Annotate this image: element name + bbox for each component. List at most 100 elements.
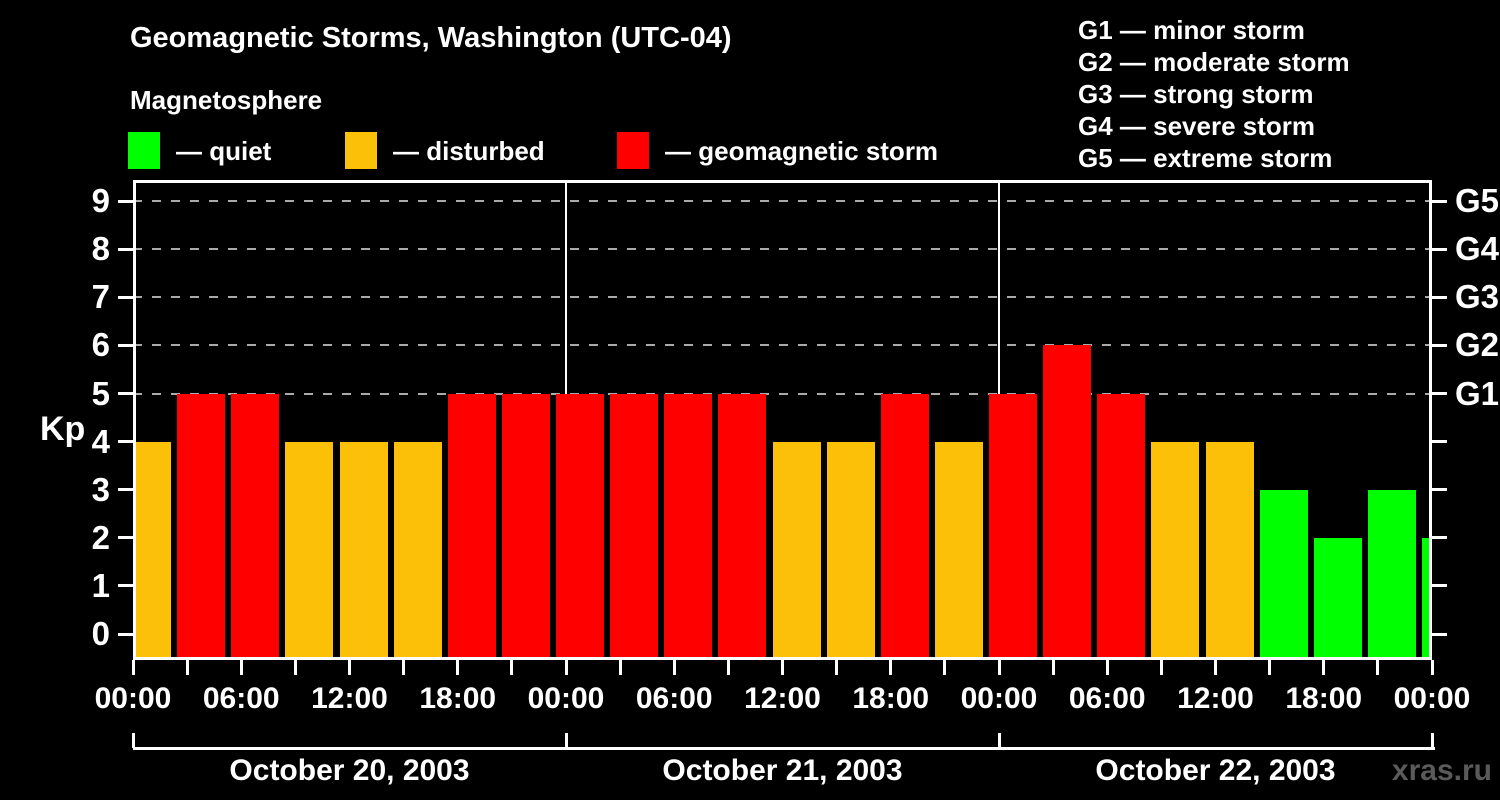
date-label: October 20, 2003 <box>229 754 470 787</box>
watermark: xras.ru <box>1391 754 1492 787</box>
x-tick-label: 18:00 <box>1285 682 1363 715</box>
y-axis-tick <box>118 536 133 540</box>
g-level-label: G2 <box>1455 326 1500 364</box>
x-axis-tick <box>510 660 514 675</box>
y-tick-label: 6 <box>91 326 110 364</box>
g-scale-legend: G1 — minor storm G2 — moderate storm G3 … <box>1078 14 1350 174</box>
right-axis-tick <box>1432 440 1447 444</box>
right-axis-tick <box>1432 392 1447 395</box>
chart-title: Geomagnetic Storms, Washington (UTC-04) <box>130 22 732 54</box>
storm-swatch <box>617 132 649 169</box>
x-tick-label: 06:00 <box>202 682 280 715</box>
x-axis-tick <box>672 660 676 675</box>
kp-bar <box>772 441 821 660</box>
x-tick-label: 00:00 <box>527 682 605 715</box>
disturbed-label: — disturbed <box>393 136 545 166</box>
y-axis-tick <box>118 632 133 636</box>
kp-bar <box>231 393 280 660</box>
quiet-label: — quiet <box>176 136 272 166</box>
x-axis-tick <box>1268 660 1272 675</box>
kp-bar <box>177 393 226 660</box>
x-axis-tick <box>1105 660 1109 675</box>
right-axis-tick <box>1432 199 1447 203</box>
x-axis-tick <box>239 660 243 675</box>
g1-legend-line: G1 — minor storm <box>1078 15 1305 45</box>
x-axis-tick <box>1159 660 1163 675</box>
x-tick-label: 00:00 <box>94 682 172 715</box>
y-axis-tick <box>118 247 133 251</box>
y-tick-label: 0 <box>91 615 110 652</box>
x-axis-tick <box>348 660 351 675</box>
kp-bar <box>447 393 496 660</box>
x-axis-tick <box>781 660 784 675</box>
kp-bar <box>718 393 767 660</box>
day-bracket-tick <box>1430 733 1434 748</box>
x-axis-tick <box>402 660 406 675</box>
y-tick-label: 5 <box>91 374 110 412</box>
y-axis-tick <box>118 199 133 203</box>
kp-bar <box>393 441 442 660</box>
kp-bar <box>1151 441 1200 660</box>
y-axis-tick <box>118 584 133 588</box>
kp-bar <box>133 441 171 660</box>
x-axis-tick <box>1322 660 1326 675</box>
kp-bar <box>826 441 875 660</box>
x-tick-label: 18:00 <box>419 682 497 715</box>
kp-bar <box>1097 393 1146 660</box>
kp-bar <box>1313 537 1362 660</box>
x-axis-tick <box>456 660 460 675</box>
right-axis-tick <box>1432 295 1447 299</box>
x-tick-label: 00:00 <box>1393 682 1471 715</box>
g3-legend-line: G3 — strong storm <box>1078 79 1314 109</box>
kp-gridline-6 <box>133 344 1432 347</box>
g2-legend-line: G2 — moderate storm <box>1078 47 1350 77</box>
right-axis-tick <box>1432 632 1447 636</box>
kp-gridline-9 <box>133 200 1432 203</box>
x-tick-label: 12:00 <box>311 682 388 715</box>
kp-bar <box>610 393 659 660</box>
x-axis-tick <box>943 660 947 675</box>
g4-legend-line: G4 — severe storm <box>1078 111 1316 141</box>
x-tick-label: 06:00 <box>1068 682 1146 715</box>
x-axis-tick <box>131 660 135 675</box>
date-label: October 21, 2003 <box>662 754 903 787</box>
kp-gridline-7 <box>133 296 1432 299</box>
x-tick-label: 12:00 <box>1177 682 1254 715</box>
date-label: October 22, 2003 <box>1095 754 1336 787</box>
kp-bar <box>339 441 388 660</box>
y-axis-tick <box>118 488 133 492</box>
magnetosphere-label: Magnetosphere <box>130 85 323 115</box>
right-axis-tick <box>1432 488 1447 492</box>
y-tick-label: 4 <box>91 422 110 460</box>
kp-bar <box>501 393 550 660</box>
g-level-label: G5 <box>1455 182 1500 220</box>
day-bracket <box>133 747 1435 750</box>
y-axis-tick <box>118 295 133 299</box>
y-tick-label: 7 <box>91 278 110 316</box>
y-axis-tick <box>118 343 133 347</box>
x-axis-tick <box>1376 660 1380 675</box>
y-axis-title: Kp <box>40 410 86 448</box>
kp-bar <box>934 441 983 660</box>
x-axis-tick <box>618 660 622 675</box>
plot-area <box>133 180 1432 660</box>
g-level-label: G1 <box>1455 374 1500 412</box>
x-axis-tick <box>889 660 893 675</box>
y-tick-label: 9 <box>91 182 110 220</box>
kp-bar <box>1422 537 1432 660</box>
kp-bar <box>556 393 604 660</box>
kp-bar <box>1043 345 1092 660</box>
kp-bar <box>1205 441 1254 660</box>
x-axis-tick <box>1430 660 1434 675</box>
x-tick-label: 00:00 <box>960 682 1038 715</box>
kp-bar <box>880 393 929 660</box>
quiet-swatch <box>128 132 160 169</box>
kp-bar <box>285 441 334 660</box>
right-axis-tick <box>1432 536 1447 540</box>
y-axis-tick <box>118 392 133 395</box>
x-axis-tick <box>1051 660 1055 675</box>
kp-bar <box>1259 489 1308 660</box>
kp-gridline-8 <box>133 248 1432 251</box>
x-axis-tick <box>726 660 730 675</box>
